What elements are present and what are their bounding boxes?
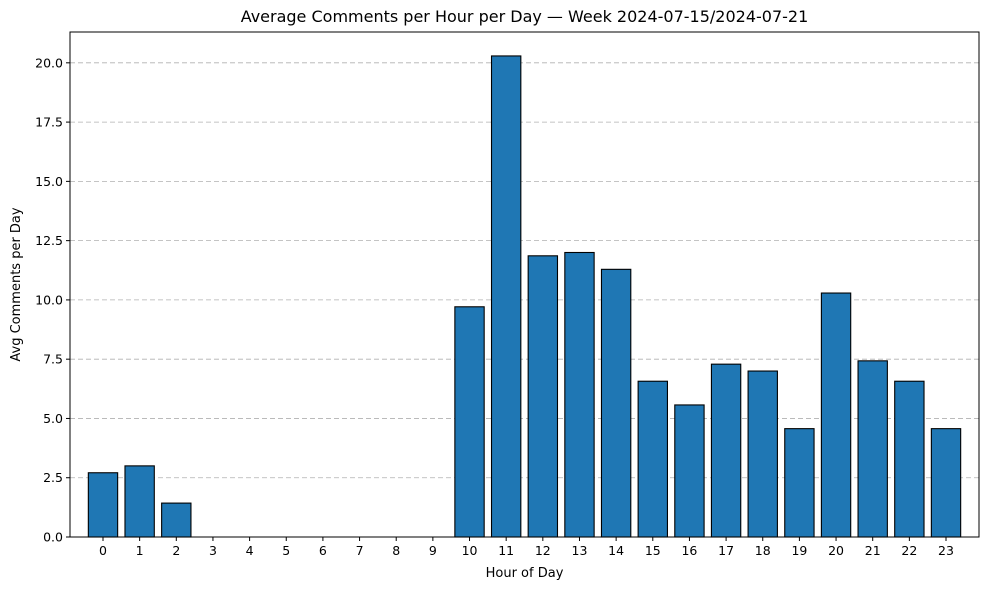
x-tick-label: 9 [429,543,437,558]
bar-hour-20 [820,292,852,538]
bar-hour-22 [894,380,925,538]
x-tick-label: 22 [901,543,917,558]
y-tick-label: 2.5 [43,470,63,485]
x-tick-label: 12 [535,543,551,558]
x-tick-label: 23 [938,543,954,558]
bar-hour-21 [857,360,888,538]
x-tick-label: 13 [572,543,588,558]
bar-hour-12 [527,255,559,538]
x-tick-label: 18 [755,543,771,558]
y-tick-label: 20.0 [35,55,63,70]
y-axis-label: Avg Comments per Day [9,207,24,362]
x-tick-label: 0 [99,543,107,558]
y-tick-label: 10.0 [35,292,63,307]
x-tick-label: 11 [498,543,514,558]
x-tick-label: 2 [172,543,180,558]
y-tick-label: 15.0 [35,174,63,189]
bar-hour-17 [710,363,742,538]
x-tick-label: 14 [608,543,624,558]
bar-hour-0 [87,472,119,538]
x-tick-label: 15 [645,543,661,558]
x-tick-label: 16 [681,543,697,558]
bar-hour-23 [930,428,962,538]
y-tick-label: 12.5 [35,233,63,248]
bar-hour-15 [637,380,668,538]
bar-hour-13 [564,251,595,538]
bar-hour-1 [124,465,155,538]
x-tick-label: 17 [718,543,734,558]
x-tick-label: 21 [865,543,881,558]
bar-hour-14 [600,268,632,538]
x-tick-label: 20 [828,543,844,558]
x-tick-label: 7 [356,543,364,558]
x-tick-label: 4 [246,543,254,558]
x-tick-label: 5 [282,543,290,558]
y-tick-label: 0.0 [43,530,63,545]
bar-hour-19 [784,428,815,538]
bar-hour-2 [161,502,192,538]
x-tick-label: 6 [319,543,327,558]
x-tick-label: 19 [791,543,807,558]
y-ticks: 0.0 2.5 5.0 7.5 10.0 12.5 15.0 17.5 20.0 [35,55,70,545]
x-tick-label: 10 [462,543,478,558]
plot-frame [69,31,980,538]
bar-hour-18 [747,370,778,538]
bar-hour-11 [490,55,522,538]
y-tick-label: 7.5 [43,352,63,367]
bars [87,55,962,538]
bar-hour-16 [674,404,705,538]
y-tick-label: 5.0 [43,411,63,426]
x-tick-label: 3 [209,543,217,558]
x-tick-label: 8 [392,543,400,558]
chart-title: Average Comments per Hour per Day — Week… [241,7,809,26]
x-axis-label: Hour of Day [486,566,564,581]
y-tick-label: 17.5 [35,115,63,130]
x-tick-label: 1 [136,543,144,558]
bar-hour-10 [454,306,485,538]
x-ticks: 0 1 2 3 4 5 6 7 8 9 10 11 12 13 14 15 16 17 18 19 20 21 22 23 [99,537,954,558]
